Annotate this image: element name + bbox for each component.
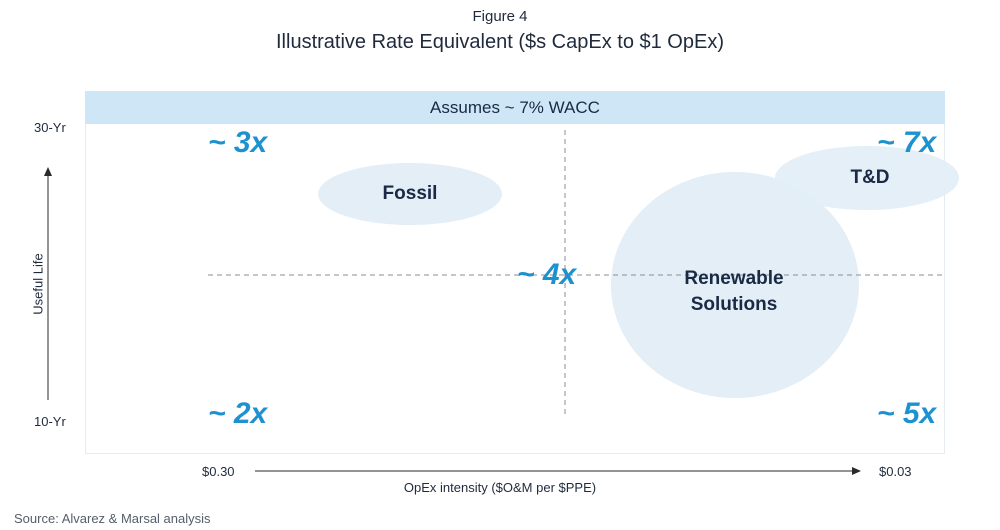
figure-label: Figure 4 (472, 8, 528, 25)
y-tick-bottom: 10-Yr (34, 414, 66, 429)
fossil-label: Fossil (382, 183, 438, 204)
multiplier-top-right: ~ 7x (877, 126, 937, 159)
renewable-label-line1: Renewable (684, 268, 784, 289)
multiplier-top-left: ~ 3x (208, 126, 268, 159)
fossil-bubble (318, 163, 502, 225)
y-axis-label: Useful Life (30, 253, 46, 315)
renewable-label-line2: Solutions (690, 294, 778, 315)
td-bubble (775, 146, 959, 210)
x-tick-left: $0.30 (202, 464, 235, 479)
plot-area (85, 124, 945, 454)
x-axis-label: OpEx intensity ($O&M per $PPE) (403, 480, 597, 495)
td-label: T&D (850, 167, 890, 188)
wacc-assumption-band: Assumes ~ 7% WACC (85, 91, 945, 124)
y-tick-top: 30-Yr (34, 120, 66, 135)
renewable-solutions-bubble (611, 172, 859, 398)
x-tick-right: $0.03 (879, 464, 912, 479)
multiplier-center: ~ 4x (517, 258, 577, 291)
multiplier-bottom-right: ~ 5x (877, 397, 937, 430)
source-note: Source: Alvarez & Marsal analysis (14, 511, 211, 526)
multiplier-bottom-left: ~ 2x (208, 397, 268, 430)
figure-title: Illustrative Rate Equivalent ($s CapEx t… (276, 31, 724, 53)
